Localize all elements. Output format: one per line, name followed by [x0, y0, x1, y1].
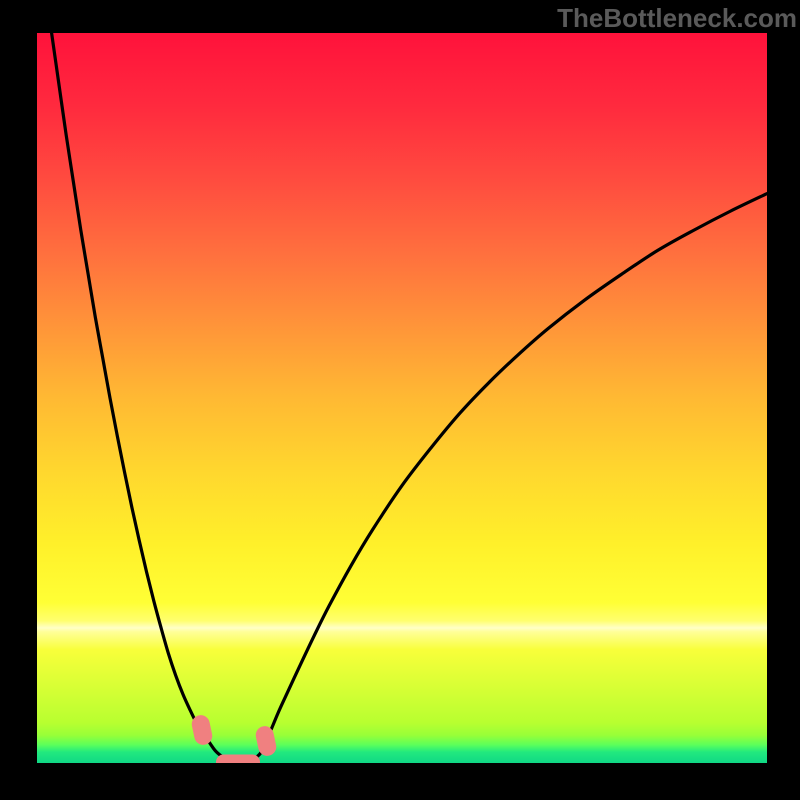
curve-layer	[37, 33, 767, 763]
highlight-marker-bottom	[216, 755, 260, 763]
watermark-text: TheBottleneck.com	[557, 3, 797, 34]
chart-frame: TheBottleneck.com	[0, 0, 800, 800]
plot-area	[37, 33, 767, 763]
bottleneck-curve	[52, 33, 767, 762]
